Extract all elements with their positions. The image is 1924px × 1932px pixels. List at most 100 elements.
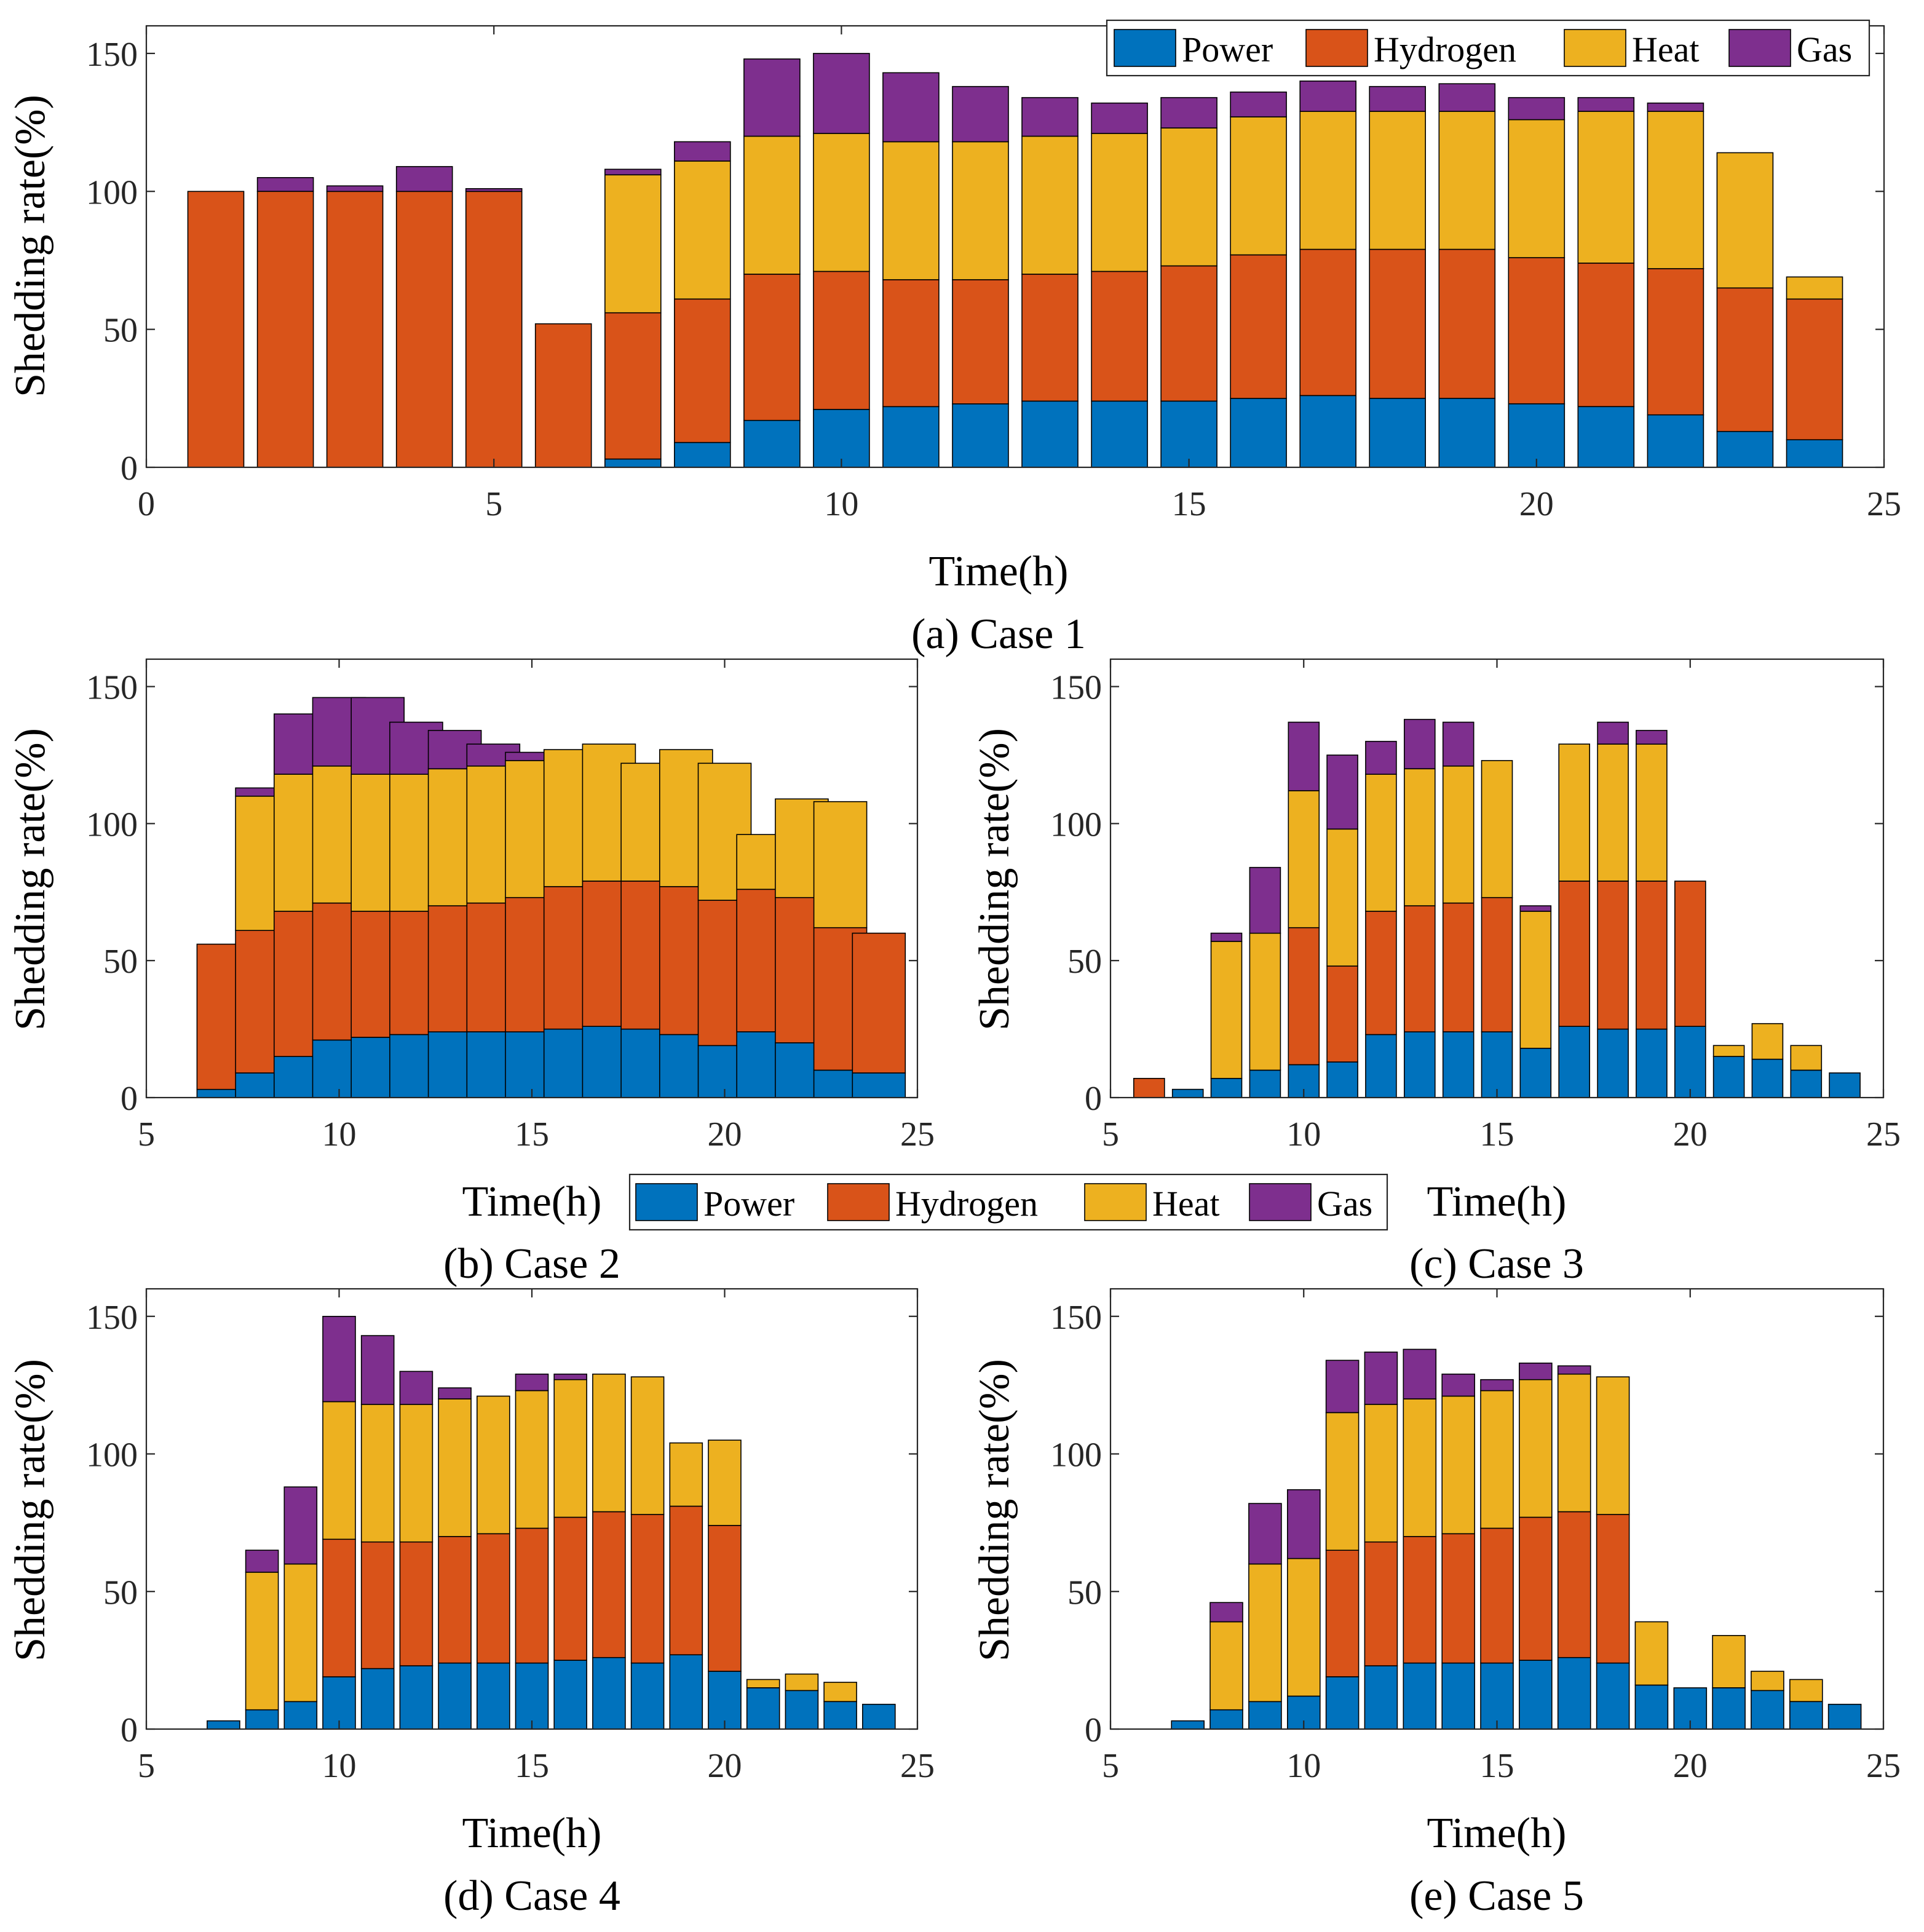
bar-e-gas-t12 <box>1364 1352 1398 1405</box>
y-tick-label-d-150: 150 <box>86 1299 138 1337</box>
bar-d-power-t8 <box>245 1709 279 1730</box>
bar-b-hydrogen-t24 <box>852 932 906 1074</box>
bar-c-gas-t18 <box>1597 721 1629 745</box>
bar-a-hydrogen-t19 <box>1438 248 1496 399</box>
x-tick-label-d-5: 5 <box>138 1747 155 1785</box>
bar-d-power-t16 <box>553 1660 588 1730</box>
legend-shared-swatch-gas <box>1249 1183 1312 1221</box>
xlabel-d: Time(h) <box>462 1810 602 1857</box>
y-tick-label-a-150: 150 <box>86 36 138 74</box>
bar-a-gas-t21 <box>1577 97 1635 112</box>
plot-area-d: 5 10 15 20 25 0 50 100 150 <box>86 1288 935 1785</box>
bar-d-gas-t12 <box>399 1371 433 1405</box>
bar-e-gas-t10 <box>1287 1489 1321 1559</box>
x-tick-label-b-10: 10 <box>322 1115 357 1154</box>
bar-d-heat-t19 <box>669 1442 703 1507</box>
bar-c-gas-t14 <box>1442 721 1475 767</box>
bar-d-heat-t12 <box>399 1404 433 1543</box>
bar-b-heat-t23 <box>813 801 868 928</box>
bar-a-gas-t5 <box>465 188 523 192</box>
x-tick-label-a-0: 0 <box>138 485 155 523</box>
bar-d-heat-t23 <box>823 1682 857 1702</box>
bar-c-power-t20 <box>1674 1026 1706 1098</box>
legend-shared-swatch-heat <box>1084 1183 1147 1221</box>
bar-c-hydrogen-t15 <box>1481 897 1513 1032</box>
bar-e-heat-t16 <box>1519 1379 1553 1518</box>
xlabel-b: Time(h) <box>462 1178 602 1225</box>
bar-c-heat-t16 <box>1519 911 1552 1049</box>
plot-area-c: 5 10 15 20 25 0 50 100 150 <box>1050 658 1901 1154</box>
bar-c-gas-t11 <box>1326 754 1358 830</box>
legend-a-label-power: Power <box>1182 30 1273 69</box>
x-tick-label-a-15: 15 <box>1172 485 1206 523</box>
bar-d-gas-t11 <box>360 1335 395 1405</box>
bar-a-gas-t3 <box>326 185 384 192</box>
bar-e-power-t14 <box>1441 1662 1475 1730</box>
bar-a-gas-t9 <box>743 58 801 137</box>
bar-a-gas-t19 <box>1438 83 1496 112</box>
bar-e-hydrogen-t13 <box>1403 1536 1437 1664</box>
bar-c-power-t14 <box>1442 1031 1475 1098</box>
bar-c-heat-t9 <box>1249 932 1281 1071</box>
bar-c-power-t12 <box>1365 1034 1397 1098</box>
bar-a-hydrogen-t16 <box>1230 254 1287 399</box>
bar-a-gas-t17 <box>1299 81 1356 113</box>
bar-d-hydrogen-t12 <box>399 1541 433 1666</box>
bar-a-hydrogen-t9 <box>743 274 801 421</box>
bar-e-gas-t8 <box>1209 1602 1243 1623</box>
bar-d-gas-t15 <box>515 1373 549 1392</box>
caption-a: (a) Case 1 <box>911 611 1086 658</box>
legend-shared-label-hydrogen: Hydrogen <box>895 1184 1038 1224</box>
legend-shared-swatch-power <box>635 1183 698 1221</box>
y-tick-label-c-100: 100 <box>1050 806 1102 844</box>
bar-a-hydrogen-t12 <box>952 279 1009 405</box>
bar-a-hydrogen-t13 <box>1021 274 1079 402</box>
ylabel-d: Shedding rate(%) <box>7 1359 54 1661</box>
bar-a-hydrogen-t4 <box>395 191 453 468</box>
legend-a-swatch-hydrogen <box>1305 29 1368 67</box>
bar-a-hydrogen-t8 <box>674 298 731 443</box>
bar-a-hydrogen-t3 <box>326 191 384 468</box>
bar-a-hydrogen-t24 <box>1786 298 1843 440</box>
caption-d: (d) Case 4 <box>443 1872 620 1920</box>
x-tick-label-e-10: 10 <box>1286 1747 1321 1785</box>
y-tick-label-a-100: 100 <box>86 173 138 212</box>
legend-a-swatch-gas <box>1728 29 1791 67</box>
bar-e-hydrogen-t11 <box>1325 1550 1360 1677</box>
bar-a-hydrogen-t21 <box>1577 263 1635 407</box>
bar-c-heat-t19 <box>1636 743 1668 882</box>
bar-d-hydrogen-t13 <box>438 1536 472 1664</box>
bar-c-heat-t17 <box>1558 743 1590 882</box>
bar-d-power-t15 <box>515 1662 549 1730</box>
bar-a-power-t17 <box>1299 395 1356 468</box>
bar-d-power-t13 <box>438 1662 472 1730</box>
x-tick-label-c-20: 20 <box>1673 1115 1708 1154</box>
bar-a-hydrogen-t14 <box>1091 271 1148 402</box>
bar-a-power-t7 <box>604 458 662 468</box>
bar-d-heat-t17 <box>592 1373 626 1513</box>
x-tick-label-e-20: 20 <box>1673 1747 1708 1785</box>
bar-d-power-t12 <box>399 1665 433 1730</box>
bar-c-heat-t14 <box>1442 766 1475 904</box>
bar-d-hydrogen-t20 <box>708 1525 742 1672</box>
bar-a-heat-t19 <box>1438 111 1496 250</box>
x-tick-label-e-15: 15 <box>1480 1747 1514 1785</box>
bar-a-hydrogen-t5 <box>465 191 523 468</box>
bar-d-power-t14 <box>476 1662 510 1730</box>
bar-d-heat-t13 <box>438 1398 472 1537</box>
bar-a-hydrogen-t17 <box>1299 248 1356 397</box>
xlabel-c: Time(h) <box>1427 1178 1567 1225</box>
bar-a-hydrogen-t11 <box>882 279 940 408</box>
bar-a-power-t24 <box>1786 439 1843 468</box>
axes-box-a <box>145 25 1885 469</box>
bar-a-power-t13 <box>1021 400 1079 468</box>
bar-d-gas-t16 <box>553 1373 588 1380</box>
bar-c-power-t11 <box>1326 1061 1358 1098</box>
bar-a-heat-t14 <box>1091 133 1148 272</box>
x-tick-label-c-5: 5 <box>1102 1115 1119 1154</box>
x-tick-label-a-10: 10 <box>824 485 858 523</box>
bar-d-hydrogen-t11 <box>360 1541 395 1669</box>
bar-a-gas-t12 <box>952 85 1009 143</box>
bar-a-hydrogen-t22 <box>1647 268 1704 416</box>
bar-d-heat-t22 <box>785 1673 819 1692</box>
